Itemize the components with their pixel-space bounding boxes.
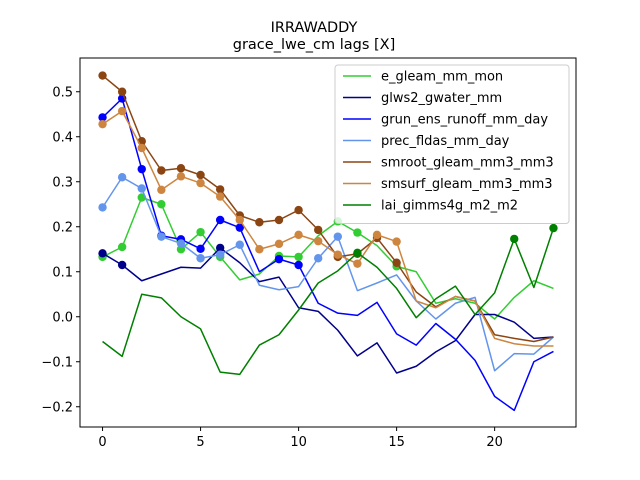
legend-entry: grun_ens_runoff_mm_day [343, 113, 548, 128]
data-point [196, 170, 205, 180]
x-tick-label: 5 [196, 435, 204, 450]
legend-label: glws2_gwater_mm [381, 91, 502, 106]
data-point [117, 173, 127, 182]
legend-entry: e_gleam_mm_mon [343, 70, 503, 85]
legend-box [334, 64, 570, 224]
data-point [274, 254, 284, 264]
legend-label: grun_ens_runoff_mm_day [381, 113, 548, 128]
data-point [176, 164, 186, 173]
legend-entry: smsurf_gleam_mm3_mm3 [343, 177, 553, 192]
data-point [215, 215, 225, 225]
data-point [176, 239, 186, 248]
data-point [294, 252, 303, 262]
series-line [102, 227, 555, 376]
data-point [313, 254, 323, 263]
data-point [98, 119, 107, 129]
data-point [196, 178, 205, 188]
data-point [353, 248, 362, 258]
legend-entry: smroot_gleam_mm3_mm3 [343, 156, 554, 171]
chart-subtitle: grace_lwe_cm lags [X] [233, 37, 396, 53]
y-tick-label: 0.5 [52, 85, 73, 100]
data-point [98, 71, 107, 80]
data-point [196, 254, 205, 263]
x-tick-label: 15 [388, 435, 405, 450]
y-tick-label: 0.2 [52, 220, 73, 235]
data-point [353, 228, 362, 237]
data-point [510, 234, 519, 244]
data-point [196, 227, 205, 237]
x-tick-label: 20 [486, 435, 503, 450]
data-point [117, 106, 127, 116]
data-point [372, 230, 382, 240]
series-lai_gimms4g_m2_m2 [102, 223, 558, 376]
data-point [98, 203, 107, 212]
data-point [353, 259, 362, 268]
plot-frame [79, 57, 577, 428]
series-smsurf_gleam_mm3_mm3 [98, 106, 554, 347]
data-point [235, 223, 244, 232]
data-point [157, 166, 166, 175]
data-point [117, 242, 127, 252]
data-point [255, 245, 264, 254]
data-point [294, 260, 303, 270]
legend-entry: glws2_gwater_mm [343, 91, 502, 106]
data-point [215, 185, 225, 194]
data-point [215, 243, 225, 253]
data-point [274, 215, 284, 225]
data-point [313, 225, 323, 235]
legend-label: e_gleam_mm_mon [381, 70, 503, 85]
data-point [333, 250, 343, 259]
data-point [333, 232, 343, 241]
y-tick-label: 0.1 [52, 265, 73, 280]
data-point [274, 239, 284, 249]
data-point [392, 258, 401, 267]
plot-area [98, 71, 558, 412]
x-tick-label: 10 [290, 435, 307, 450]
legend-entry: prec_fldas_mm_day [343, 134, 510, 149]
chart-title: IRRAWADDY [271, 20, 358, 36]
data-point [137, 143, 146, 153]
data-point [215, 192, 225, 201]
data-point [196, 244, 205, 253]
legend: e_gleam_mm_mon glws2_gwater_mm grun_ens_ru… [334, 64, 570, 224]
legend-label: prec_fldas_mm_day [381, 134, 510, 149]
data-point [98, 113, 107, 122]
data-point [294, 205, 303, 215]
y-axis: −0.2 −0.1 0.0 0.1 0.2 0.3 0.4 0.5 [41, 85, 80, 415]
legend-entry: lai_gimms4g_m2_m2 [343, 199, 518, 214]
data-point [157, 185, 166, 195]
y-tick-label: −0.2 [41, 400, 73, 415]
data-point [137, 164, 146, 174]
legend-label: smsurf_gleam_mm3_mm3 [381, 177, 553, 192]
series-glws2_gwater_mm [98, 243, 554, 374]
x-tick-label: 0 [98, 435, 106, 450]
data-point [157, 200, 166, 209]
data-point [176, 245, 186, 254]
data-point [137, 184, 146, 193]
y-tick-label: 0.3 [52, 175, 73, 190]
data-point [549, 223, 558, 233]
data-point [235, 215, 244, 225]
y-tick-label: −0.1 [41, 355, 73, 370]
series-line [102, 247, 554, 374]
data-point [117, 260, 127, 270]
y-tick-label: 0.0 [52, 310, 73, 325]
legend-label: lai_gimms4g_m2_m2 [381, 199, 518, 214]
data-point [255, 218, 264, 227]
data-point [98, 249, 107, 258]
data-point [157, 232, 166, 241]
data-point [176, 172, 186, 181]
x-axis: 0 5 10 15 20 [98, 427, 503, 450]
y-tick-label: 0.4 [52, 130, 73, 145]
data-point [215, 250, 225, 259]
data-point [392, 237, 401, 246]
data-point [235, 240, 244, 249]
data-point [313, 236, 323, 246]
data-point [117, 87, 127, 96]
data-point [294, 230, 303, 240]
legend-label: smroot_gleam_mm3_mm3 [381, 156, 554, 171]
